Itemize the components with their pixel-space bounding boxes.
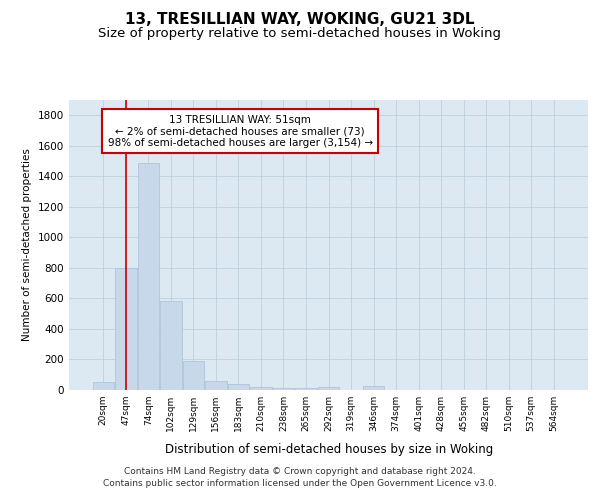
Bar [250,388,272,390]
Text: 13 TRESILLIAN WAY: 51sqm
← 2% of semi-detached houses are smaller (73)
98% of se: 13 TRESILLIAN WAY: 51sqm ← 2% of semi-de… [108,114,373,148]
Text: Distribution of semi-detached houses by size in Woking: Distribution of semi-detached houses by … [164,442,493,456]
Text: Contains HM Land Registry data © Crown copyright and database right 2024.: Contains HM Land Registry data © Crown c… [124,468,476,476]
Text: Contains public sector information licensed under the Open Government Licence v3: Contains public sector information licen… [103,479,497,488]
Bar [318,387,339,390]
Bar [273,388,294,390]
Bar [137,162,159,390]
Bar [295,388,317,390]
Bar [92,382,114,390]
Text: Size of property relative to semi-detached houses in Woking: Size of property relative to semi-detach… [98,28,502,40]
Bar [182,361,204,390]
Bar [160,302,182,390]
Bar [363,386,384,390]
Bar [205,381,227,390]
Bar [115,268,137,390]
Text: 13, TRESILLIAN WAY, WOKING, GU21 3DL: 13, TRESILLIAN WAY, WOKING, GU21 3DL [125,12,475,28]
Bar [228,384,249,390]
Y-axis label: Number of semi-detached properties: Number of semi-detached properties [22,148,32,342]
